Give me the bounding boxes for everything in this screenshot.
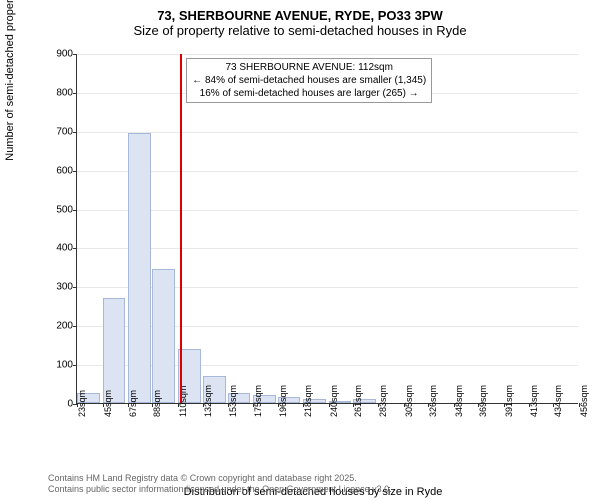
- gridline: [77, 210, 578, 211]
- ytick-mark: [73, 210, 77, 211]
- xtick-label: 240sqm: [329, 385, 339, 417]
- ytick-label: 900: [49, 49, 73, 60]
- annot-line1: 73 SHERBOURNE AVENUE: 112sqm: [192, 61, 426, 74]
- y-axis-label: Number of semi-detached properties: [4, 0, 16, 161]
- ytick-label: 800: [49, 87, 73, 98]
- annotation-box: 73 SHERBOURNE AVENUE: 112sqm← 84% of sem…: [186, 58, 432, 103]
- xtick-label: 434sqm: [553, 385, 563, 417]
- xtick-label: 23sqm: [77, 390, 87, 417]
- ytick-label: 700: [49, 126, 73, 137]
- ytick-mark: [73, 365, 77, 366]
- annot-line2: ← 84% of semi-detached houses are smalle…: [192, 74, 426, 87]
- ytick-label: 400: [49, 243, 73, 254]
- ytick-mark: [73, 171, 77, 172]
- ytick-label: 0: [49, 399, 73, 410]
- ytick-mark: [73, 132, 77, 133]
- xtick-label: 413sqm: [529, 385, 539, 417]
- chart-area: Number of semi-detached properties 01002…: [48, 54, 578, 434]
- gridline: [77, 132, 578, 133]
- gridline: [77, 248, 578, 249]
- footer-line-2: Contains public sector information licen…: [48, 484, 392, 496]
- xtick-label: 132sqm: [203, 385, 213, 417]
- xtick-label: 88sqm: [152, 390, 162, 417]
- reference-line: [180, 54, 182, 403]
- ytick-label: 600: [49, 165, 73, 176]
- xtick-label: 348sqm: [454, 385, 464, 417]
- xtick-label: 391sqm: [504, 385, 514, 417]
- ytick-mark: [73, 326, 77, 327]
- footer-line-1: Contains HM Land Registry data © Crown c…: [48, 473, 392, 485]
- gridline: [77, 171, 578, 172]
- xtick-label: 283sqm: [378, 385, 388, 417]
- ytick-label: 300: [49, 282, 73, 293]
- annot-line3: 16% of semi-detached houses are larger (…: [192, 87, 426, 100]
- histogram-bar: [103, 298, 126, 403]
- chart-subtitle: Size of property relative to semi-detach…: [0, 23, 600, 38]
- chart-title: 73, SHERBOURNE AVENUE, RYDE, PO33 3PW: [0, 8, 600, 23]
- xtick-label: 153sqm: [228, 385, 238, 417]
- ytick-mark: [73, 287, 77, 288]
- ytick-mark: [73, 93, 77, 94]
- ytick-label: 100: [49, 360, 73, 371]
- xtick-label: 369sqm: [478, 385, 488, 417]
- xtick-label: 45sqm: [103, 390, 113, 417]
- xtick-label: 67sqm: [128, 390, 138, 417]
- xtick-label: 261sqm: [353, 385, 363, 417]
- xtick-label: 456sqm: [579, 385, 589, 417]
- histogram-bar: [152, 269, 175, 403]
- xtick-label: 175sqm: [253, 385, 263, 417]
- histogram-bar: [128, 133, 151, 403]
- xtick-label: 218sqm: [303, 385, 313, 417]
- footer-credits: Contains HM Land Registry data © Crown c…: [48, 473, 392, 496]
- gridline: [77, 54, 578, 55]
- ytick-label: 500: [49, 204, 73, 215]
- ytick-label: 200: [49, 321, 73, 332]
- ytick-mark: [73, 248, 77, 249]
- xtick-label: 305sqm: [404, 385, 414, 417]
- title-block: 73, SHERBOURNE AVENUE, RYDE, PO33 3PW Si…: [0, 0, 600, 38]
- plot-area: 010020030040050060070080090023sqm45sqm67…: [76, 54, 578, 404]
- xtick-label: 196sqm: [278, 385, 288, 417]
- ytick-mark: [73, 54, 77, 55]
- xtick-label: 326sqm: [428, 385, 438, 417]
